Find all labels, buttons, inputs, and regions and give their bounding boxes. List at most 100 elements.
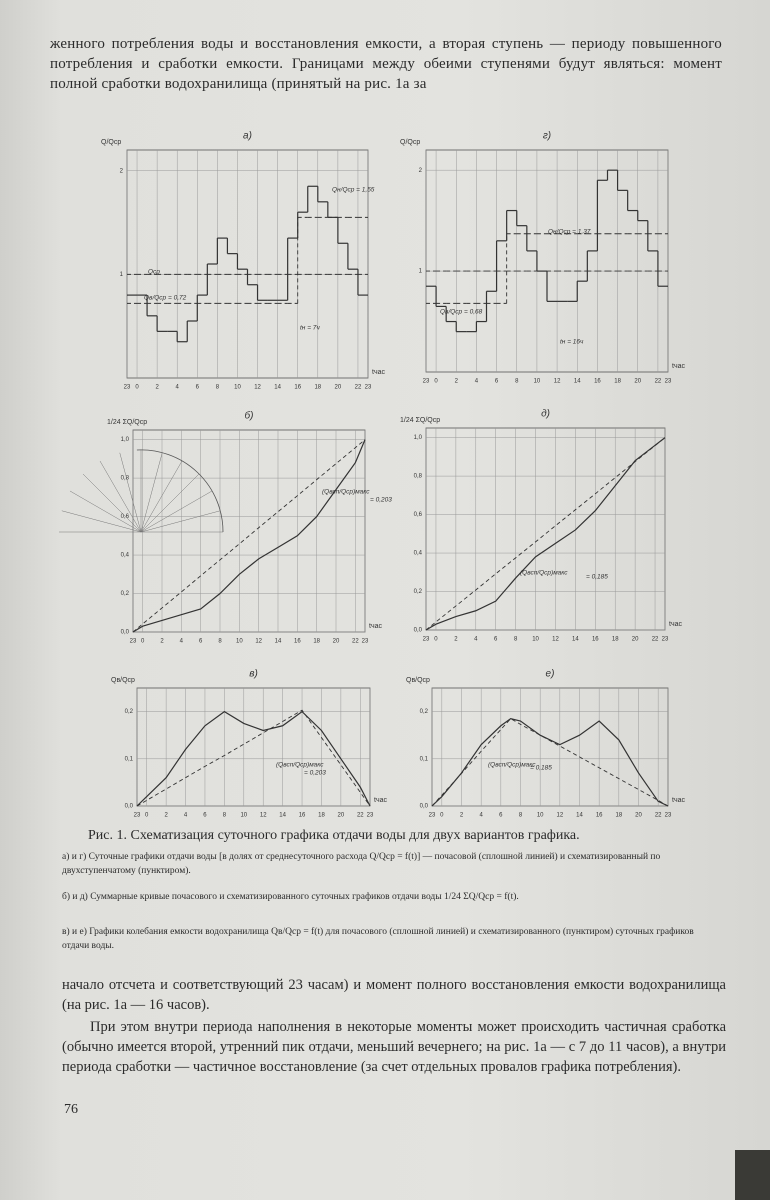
x-tick-label: 10 xyxy=(240,813,247,819)
x-tick-label: 12 xyxy=(255,639,262,645)
x-tick-label: 6 xyxy=(494,637,498,643)
x-tick-label: 22 xyxy=(357,813,364,819)
y-tick-label: 0,0 xyxy=(121,630,130,636)
x-tick-label: 0 xyxy=(141,639,145,645)
x-tick-label: 22 xyxy=(652,637,659,643)
series-line xyxy=(132,439,366,633)
x-tick-label: 10 xyxy=(534,379,541,385)
annotation: Qн/Qср = 1,37 xyxy=(548,229,591,236)
x-tick-label: 4 xyxy=(479,813,483,819)
x-tick-label: 6 xyxy=(499,813,503,819)
x-tick-label: 23 xyxy=(134,813,141,819)
x-tick-label: 20 xyxy=(634,379,641,385)
x-tick-label: 23 xyxy=(423,637,430,643)
annotation: (Qвсп/Qср)макс xyxy=(322,489,370,496)
x-tick-label: 16 xyxy=(594,379,601,385)
x-tick-label: 12 xyxy=(552,637,559,643)
y-tick-label: 0,8 xyxy=(414,474,423,480)
x-tick-label: 20 xyxy=(338,813,345,819)
x-tick-label: 10 xyxy=(532,637,539,643)
x-tick-label: 20 xyxy=(333,639,340,645)
x-tick-label: 12 xyxy=(556,813,563,819)
x-tick-label: 10 xyxy=(236,639,243,645)
x-tick-label: 10 xyxy=(234,385,241,391)
x-tick-label: 6 xyxy=(495,379,499,385)
x-tick-label: 16 xyxy=(596,813,603,819)
x-tick-label: 18 xyxy=(615,813,622,819)
y-tick-label: 0,4 xyxy=(121,553,130,559)
caption-note: б) и д) Суммарные кривые почасового и сх… xyxy=(62,892,519,902)
chart-title: а) xyxy=(243,131,252,142)
x-tick-label: 18 xyxy=(318,813,325,819)
annotation: Qв/Qср = 0,68 xyxy=(440,309,483,316)
x-tick-label: 4 xyxy=(184,813,188,819)
y-tick-label: 0,1 xyxy=(420,756,429,762)
x-tick-label: 14 xyxy=(572,637,579,643)
x-tick-label: 8 xyxy=(515,379,519,385)
x-axis-label: tчас xyxy=(372,369,385,376)
annotation: tн = 16ч xyxy=(560,339,584,346)
x-tick-label: 23 xyxy=(124,385,131,391)
y-axis-label: Qв/Qср xyxy=(406,677,430,684)
x-tick-label: 0 xyxy=(440,813,444,819)
x-tick-label: 8 xyxy=(218,639,222,645)
caption-note: а) и г) Суточные графики отдачи воды [в … xyxy=(62,852,661,876)
y-tick-label: 0,0 xyxy=(414,628,423,634)
y-tick-label: 0,8 xyxy=(121,476,130,482)
annotation: Qв/Qср = 0,72 xyxy=(144,295,187,302)
y-axis-label: 1/24 ΣQ/Qср xyxy=(107,419,147,426)
x-axis-label: tчас xyxy=(374,797,387,804)
x-tick-label: 20 xyxy=(632,637,639,643)
annotation: = 0,185 xyxy=(586,574,608,581)
x-tick-label: 18 xyxy=(314,385,321,391)
annotation: (Qвсп/Qср)макс xyxy=(276,762,324,769)
x-tick-label: 14 xyxy=(576,813,583,819)
y-tick-label: 1 xyxy=(120,272,124,278)
x-tick-label: 16 xyxy=(294,385,301,391)
body-paragraph: начало отсчета и соответствующий 23 часа… xyxy=(62,977,726,1013)
x-tick-label: 2 xyxy=(160,639,164,645)
x-tick-label: 14 xyxy=(279,813,286,819)
x-tick-label: 23 xyxy=(665,813,672,819)
plot-frame xyxy=(136,687,371,807)
annotation: = 0,185 xyxy=(530,765,552,772)
x-tick-label: 23 xyxy=(367,813,374,819)
protractor-fan xyxy=(59,450,223,533)
x-tick-label: 12 xyxy=(254,385,261,391)
x-tick-label: 23 xyxy=(130,639,137,645)
y-tick-label: 1,0 xyxy=(414,435,423,441)
page-edge xyxy=(735,1150,770,1200)
chart-title: в) xyxy=(249,669,258,680)
x-tick-label: 4 xyxy=(180,639,184,645)
y-tick-label: 1,0 xyxy=(121,437,130,443)
annotation: = 0,203 xyxy=(370,497,392,504)
x-tick-label: 0 xyxy=(434,637,438,643)
annotation: (Qвсп/Qср)макс xyxy=(520,570,568,577)
x-tick-label: 23 xyxy=(429,813,436,819)
x-tick-label: 12 xyxy=(554,379,561,385)
x-tick-label: 2 xyxy=(455,379,459,385)
x-tick-label: 14 xyxy=(274,385,281,391)
y-axis-label: 1/24 ΣQ/Qср xyxy=(400,417,440,424)
series-line xyxy=(136,709,371,807)
y-tick-label: 0,0 xyxy=(125,804,134,810)
y-tick-label: 0,2 xyxy=(414,589,423,595)
x-tick-label: 23 xyxy=(665,379,672,385)
x-tick-label: 4 xyxy=(475,379,479,385)
x-tick-label: 22 xyxy=(655,813,662,819)
plot-frame xyxy=(431,687,669,807)
y-tick-label: 2 xyxy=(120,168,124,174)
plot-frame xyxy=(425,149,669,373)
annotation: tн = 7ч xyxy=(300,325,320,332)
x-tick-label: 0 xyxy=(135,385,139,391)
y-tick-label: 2 xyxy=(419,168,423,174)
x-tick-label: 8 xyxy=(519,813,523,819)
series-line xyxy=(132,439,366,633)
x-tick-label: 4 xyxy=(176,385,180,391)
page-number: 76 xyxy=(64,1102,78,1117)
series-line xyxy=(425,437,666,631)
x-axis-label: tчас xyxy=(369,623,382,630)
x-tick-label: 0 xyxy=(145,813,149,819)
x-tick-label: 16 xyxy=(299,813,306,819)
